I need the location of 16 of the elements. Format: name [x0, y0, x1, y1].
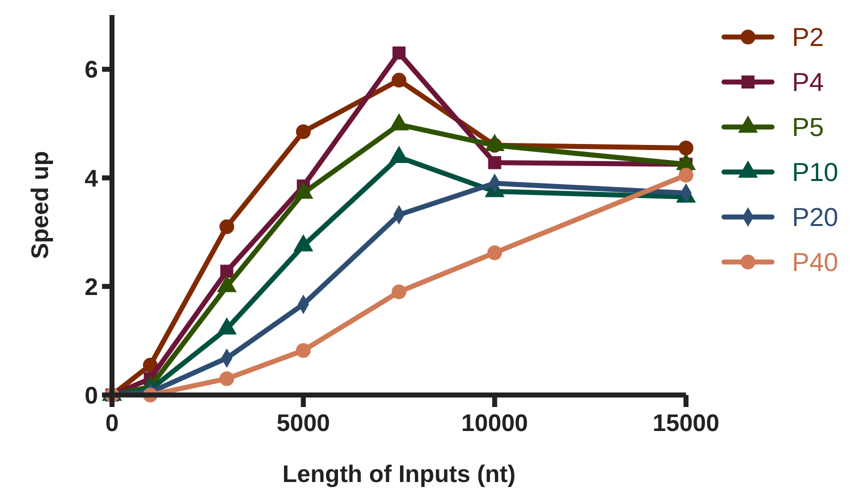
- y-tick-label: 0: [84, 382, 98, 410]
- legend-label: P40: [792, 247, 838, 278]
- x-tick-label: 0: [105, 410, 119, 437]
- y-tick-label: 2: [84, 274, 98, 301]
- y-axis-title: Speed up: [27, 150, 54, 260]
- legend-label: P4: [792, 67, 824, 98]
- x-tick-label: 5000: [276, 410, 330, 437]
- legend-label: P2: [792, 22, 824, 52]
- x-tick-label: 10000: [461, 410, 528, 437]
- legend-label: P10: [792, 157, 838, 188]
- x-tick-label: 15000: [652, 410, 720, 437]
- y-tick-label: 4: [84, 165, 99, 192]
- x-axis-title: Length of Inputs (nt): [282, 461, 516, 488]
- legend-label: P5: [792, 112, 824, 142]
- y-tick-label: 6: [84, 56, 98, 84]
- legend-label: P20: [792, 202, 838, 232]
